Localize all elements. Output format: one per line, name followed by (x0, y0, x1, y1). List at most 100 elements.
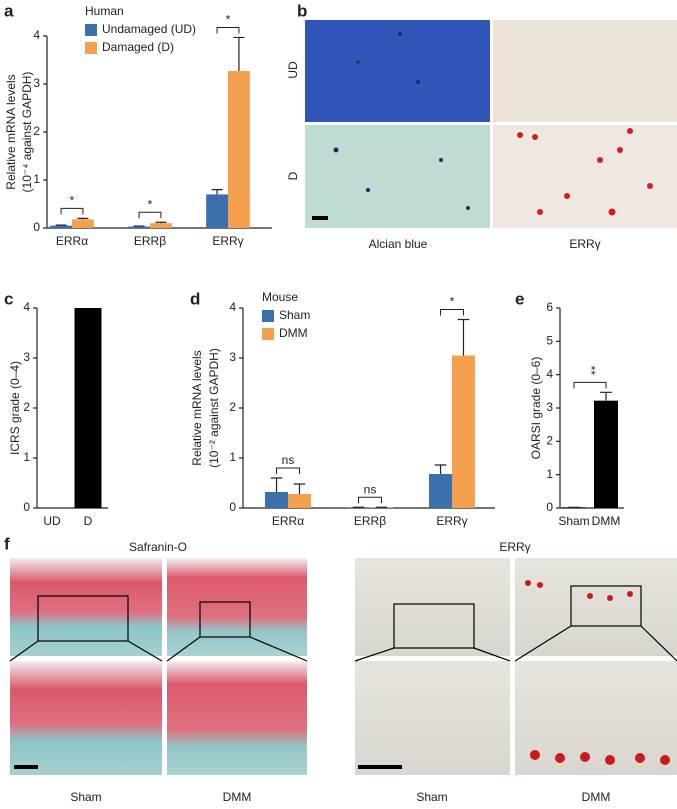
error-bar (457, 318, 470, 356)
panel-label: e (515, 289, 524, 308)
significance-bracket (138, 211, 162, 219)
bar (594, 400, 618, 508)
panel-label: d (190, 289, 200, 308)
legend-swatch (85, 42, 97, 54)
significance-label: * (226, 13, 231, 27)
y-tick-label: 4 (229, 300, 236, 314)
y-axis-label: Relative mRNA levels (4, 74, 18, 189)
column-label: Alcian blue (369, 237, 428, 251)
y-tick-label: 1 (33, 172, 40, 186)
error-bar (155, 221, 167, 224)
row-label: D (286, 171, 300, 180)
significance-bracket (440, 309, 464, 316)
legend-title: Mouse (262, 290, 298, 304)
bar (288, 494, 311, 508)
x-tick-label: ERRβ (134, 234, 166, 248)
significance-label: ns (282, 453, 295, 467)
y-tick-label: 3 (229, 350, 236, 364)
y-tick-label: 1 (23, 450, 30, 464)
bar (228, 71, 250, 228)
column-label: ERRγ (569, 237, 600, 251)
y-tick-label: 0 (229, 500, 236, 514)
y-tick-label: 2 (33, 124, 40, 138)
y-axis-label: (10⁻² against GAPDH) (207, 348, 221, 468)
error-bar (293, 483, 306, 494)
y-axis-label: ICRS grade (0–4) (8, 361, 22, 455)
y-tick-label: 0 (546, 500, 553, 514)
y-axis-label: Relative mRNA levels (190, 350, 204, 465)
bar (206, 194, 228, 228)
y-tick-label: 2 (23, 400, 30, 414)
significance-label: * (70, 194, 75, 208)
x-tick-label: DMM (592, 514, 621, 528)
x-tick-label: Sham (558, 514, 589, 528)
y-tick-label: 3 (546, 400, 553, 414)
x-tick-label: D (84, 514, 93, 528)
legend-label: DMM (279, 326, 308, 340)
bar (128, 226, 150, 228)
image-title: ERRγ (499, 540, 530, 554)
legend-title: Human (85, 4, 124, 18)
image-title: Safranin-O (129, 540, 187, 554)
panel-label: a (4, 1, 14, 20)
bar (150, 223, 172, 228)
y-tick-label: 1 (229, 450, 236, 464)
legend-label: Undamaged (UD) (102, 22, 196, 36)
y-tick-label: 4 (546, 367, 553, 381)
bar (50, 225, 72, 228)
column-label: Sham (416, 790, 447, 804)
y-tick-label: 4 (33, 28, 40, 42)
y-tick-label: 2 (546, 434, 553, 448)
column-label: DMM (223, 790, 252, 804)
error-bar (600, 391, 612, 401)
y-tick-label: 6 (546, 300, 553, 314)
y-axis-label: (10⁻⁴ against GAPDH) (20, 72, 34, 193)
y-tick-label: 3 (23, 350, 30, 364)
error-bar (434, 464, 447, 474)
legend-swatch (262, 310, 274, 322)
legend-label: Damaged (D) (102, 40, 174, 54)
histology-images-b (305, 20, 677, 228)
significance-bracket (60, 207, 84, 215)
panel-label: c (4, 289, 13, 308)
x-tick-label: ERRα (272, 514, 304, 528)
significance-bracket (573, 381, 607, 389)
panel-label: b (297, 1, 307, 20)
significance-bracket (276, 467, 300, 474)
significance-bracket (358, 496, 382, 504)
error-bar (233, 36, 245, 72)
column-label: DMM (582, 790, 611, 804)
histology-images-f (9, 558, 677, 775)
x-tick-label: ERRβ (354, 514, 386, 528)
legend-swatch (85, 24, 97, 36)
y-tick-label: 0 (23, 500, 30, 514)
significance-label: * (450, 295, 455, 309)
error-bar (211, 189, 223, 195)
y-tick-label: 2 (229, 400, 236, 414)
x-tick-label: ERRγ (212, 234, 243, 248)
legend-swatch (262, 328, 274, 340)
panel-labels: a b c d e f (4, 1, 524, 553)
bar (72, 219, 94, 228)
y-tick-label: 1 (546, 467, 553, 481)
error-bar (77, 217, 89, 220)
significance-label: ns (364, 482, 377, 496)
row-label: UD (286, 61, 300, 79)
significance-label: ** (584, 366, 598, 376)
legend-label: Sham (279, 308, 310, 322)
y-tick-label: 0 (33, 220, 40, 234)
bar (429, 474, 452, 508)
bar (452, 355, 475, 508)
significance-label: * (148, 197, 153, 211)
x-tick-label: UD (43, 514, 61, 528)
column-label: Sham (70, 790, 101, 804)
x-tick-label: ERRγ (436, 514, 467, 528)
y-tick-label: 5 (546, 334, 553, 348)
significance-bracket (216, 26, 240, 34)
bar (74, 308, 102, 508)
bar (265, 492, 288, 508)
x-tick-label: ERRα (56, 234, 88, 248)
y-axis-label: OARSI grade (0–6) (529, 357, 543, 460)
error-bar (270, 477, 283, 492)
